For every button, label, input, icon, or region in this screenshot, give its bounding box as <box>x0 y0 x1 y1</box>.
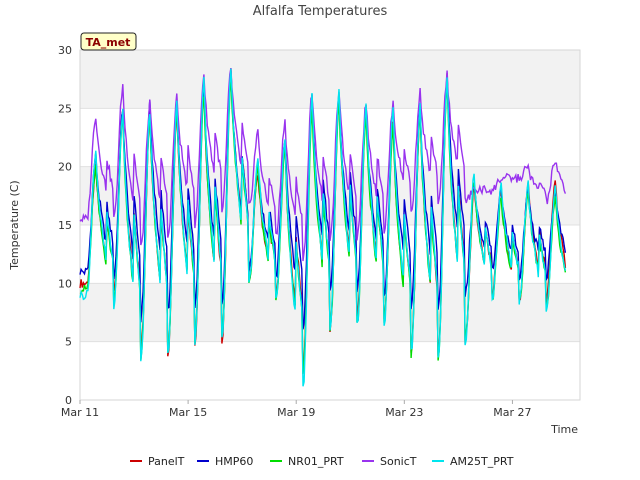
legend-label: HMP60 <box>215 455 253 468</box>
legend-label: NR01_PRT <box>288 455 344 468</box>
y-tick-label: 15 <box>58 219 72 232</box>
legend: PanelT HMP60 NR01_PRT SonicT AM25T_PRT <box>130 455 514 468</box>
series-line-sonict <box>79 67 567 262</box>
legend-label: PanelT <box>148 455 185 468</box>
x-tick-label: Mar 27 <box>493 406 531 419</box>
plot-frame <box>79 49 581 401</box>
chart-title: Alfalfa Temperatures <box>253 4 388 19</box>
x-tick-label: Mar 11 <box>61 406 99 419</box>
y-tick-label: 10 <box>58 277 72 290</box>
legend-label: SonicT <box>380 455 417 468</box>
legend-item-sonict: SonicT <box>362 455 417 468</box>
series-line-am25t-prt <box>79 68 567 387</box>
x-tick-label: Mar 23 <box>385 406 423 419</box>
ta-met-tag: TA_met <box>80 32 137 51</box>
y-tick-label: 25 <box>58 102 72 115</box>
x-axis-ticks: Mar 11 Mar 15 Mar 19 Mar 23 Mar 27 <box>61 400 532 419</box>
legend-item-am25t-prt: AM25T_PRT <box>432 455 514 468</box>
ta-met-tag-label: TA_met <box>86 36 131 49</box>
y-tick-label: 20 <box>58 161 72 174</box>
legend-label: AM25T_PRT <box>450 455 514 468</box>
x-tick-label: Mar 15 <box>169 406 207 419</box>
legend-item-hmp60: HMP60 <box>197 455 253 468</box>
y-axis-ticks: 0 5 10 15 20 25 30 <box>58 44 72 407</box>
y-tick-label: 5 <box>65 336 72 349</box>
legend-item-nr01-prt: NR01_PRT <box>270 455 344 468</box>
grid-band <box>80 50 580 109</box>
legend-item-panelt: PanelT <box>130 455 185 468</box>
x-axis-label: Time <box>550 423 578 436</box>
y-axis-label: Temperature (C) <box>8 180 21 270</box>
y-tick-label: 0 <box>65 394 72 407</box>
x-tick-label: Mar 19 <box>277 406 315 419</box>
y-tick-label: 30 <box>58 44 72 57</box>
series-lines <box>79 67 567 387</box>
